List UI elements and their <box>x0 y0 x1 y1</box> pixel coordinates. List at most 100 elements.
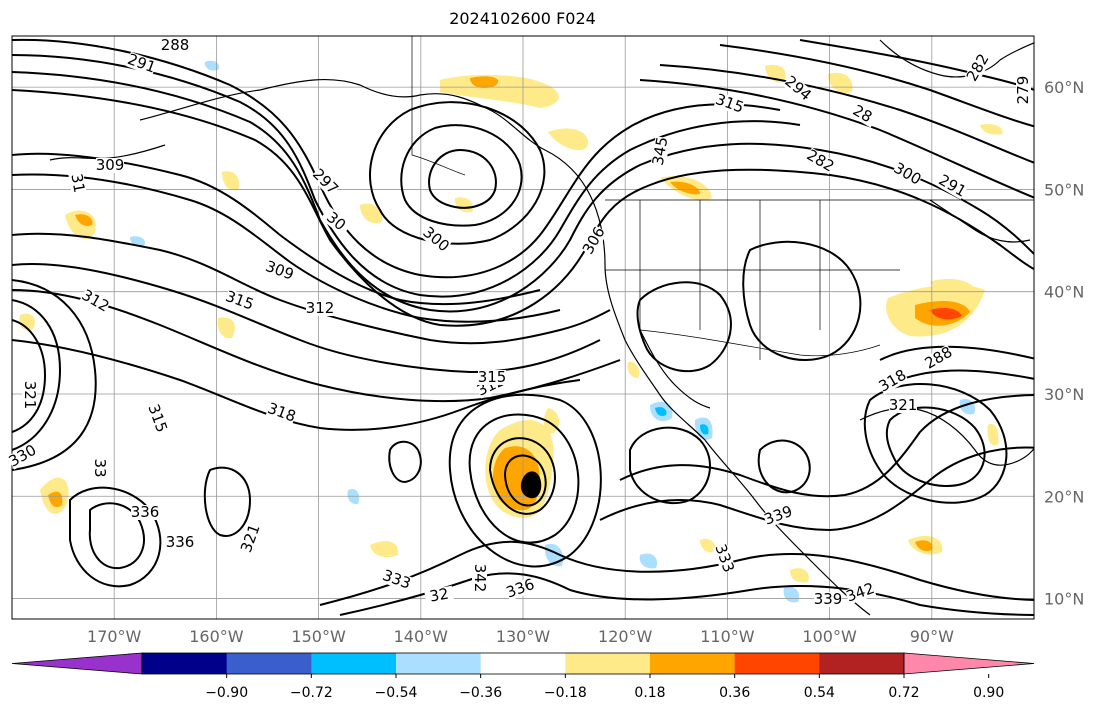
contour-label: 31 <box>67 168 88 199</box>
contour-label: 321 <box>21 381 39 410</box>
contour-label-bg <box>125 51 158 76</box>
contour-line <box>12 173 561 323</box>
colorbar-segment <box>650 653 736 674</box>
contour-label-bg <box>166 535 194 550</box>
negative-shading <box>655 407 667 417</box>
contour-label-text: 288 <box>161 36 190 54</box>
contour-label-bg <box>6 442 39 470</box>
contour-label: 33 <box>91 454 109 482</box>
positive-shading <box>470 76 499 88</box>
contour-line <box>885 406 986 487</box>
contour-label: 336 <box>166 533 195 551</box>
latitude-tick-label: 20°N <box>1044 487 1084 506</box>
contour-line <box>369 101 546 245</box>
colorbar-tick-label: −0.54 <box>375 685 418 701</box>
contour-label-text: 315 <box>478 368 507 386</box>
colorbar-tick-label: 0.54 <box>804 685 835 701</box>
latitude-tick-label: 30°N <box>1044 385 1084 404</box>
contour-line <box>88 502 145 570</box>
contour-line <box>12 319 47 433</box>
contour-label-bg <box>263 258 296 283</box>
contour-label-bg <box>424 585 455 606</box>
latitude-ticks: 60°N 50°N 40°N 30°N 20°N 10°N <box>1044 78 1084 608</box>
contour-label-bg <box>504 576 537 601</box>
contour-label: 312 <box>306 299 335 317</box>
colorbar-frame <box>141 652 905 675</box>
contour-line <box>659 64 1034 164</box>
contour-label-bg <box>380 567 413 592</box>
contour-label-bg <box>420 224 452 255</box>
contour-label-text: 342 <box>471 564 489 593</box>
coastline <box>929 199 1031 243</box>
longitude-tick-label: 110°W <box>700 627 755 646</box>
colorbar-segment <box>142 653 228 674</box>
contour-label-bg <box>762 503 795 528</box>
contour-label-bg <box>936 172 969 200</box>
contour-label-text: 339 <box>814 590 843 608</box>
contour-label-bg <box>223 288 256 313</box>
positive-shading <box>222 171 240 191</box>
contour-line <box>12 279 97 471</box>
colorbar-segment <box>226 653 312 674</box>
positive-shading <box>217 317 235 339</box>
contour-label-text: 309 <box>96 156 125 174</box>
positive-shading <box>360 203 383 224</box>
longitude-tick-label: 120°W <box>598 627 653 646</box>
positive-shading <box>370 541 399 558</box>
map-frame <box>11 35 1035 620</box>
contour-label-bg <box>96 158 124 173</box>
colorbar-tick-label: 0.18 <box>634 685 665 701</box>
longitude-ticks: 170°W 160°W 150°W 140°W 130°W 120°W 110°W 100°W… <box>87 627 954 646</box>
longitude-tick-label: 170°W <box>87 627 142 646</box>
graticule <box>12 36 1034 619</box>
contour-line <box>899 369 1034 381</box>
contour-line <box>503 454 547 507</box>
colorbar-tick-label: 0.72 <box>888 685 919 701</box>
negative-shading <box>204 60 220 71</box>
positive-shading <box>930 278 978 301</box>
negative-shading <box>639 553 658 569</box>
contour-line <box>69 486 162 588</box>
colorbar-tick-label: 0.90 <box>973 685 1004 701</box>
colorbar-tick-label: −0.36 <box>459 685 502 701</box>
borders <box>411 36 1034 360</box>
positive-shading <box>915 540 933 552</box>
contour-label-bg <box>876 367 909 395</box>
contour-label-text: 279 <box>1014 76 1032 105</box>
positive-shading <box>627 361 640 378</box>
contour-line <box>339 572 1034 616</box>
contour-label-text: 32 <box>428 585 450 606</box>
longitude-tick-label: 140°W <box>394 627 449 646</box>
colorbar-extend-high <box>903 652 1035 675</box>
longitude-tick-label: 130°W <box>496 627 551 646</box>
contour-label: 309 <box>96 156 125 174</box>
colorbar-tick-label: 0.36 <box>719 685 750 701</box>
contour-label-bg <box>846 100 879 128</box>
positive-shading <box>670 181 700 195</box>
colorbar: −0.90 −0.72 −0.54 −0.36 −0.18 0.18 0.36 0.54 0.7… <box>11 652 1035 701</box>
contour-label-bg <box>1016 76 1031 104</box>
contour-label-bg <box>814 592 842 607</box>
longitude-tick-label: 150°W <box>291 627 346 646</box>
contour-line <box>12 89 1034 327</box>
contour-line <box>203 466 252 537</box>
contour-line <box>448 393 602 568</box>
contour-line <box>488 437 556 515</box>
contour-line <box>757 439 811 494</box>
contour-label-text: 312 <box>306 299 335 317</box>
border <box>411 36 466 176</box>
positive-shading <box>790 568 809 583</box>
longitude-tick-label: 160°W <box>189 627 244 646</box>
contour-label: 279 <box>1014 76 1032 105</box>
contour-label-bg <box>478 370 506 385</box>
latitude-tick-label: 40°N <box>1044 283 1084 302</box>
contour-line <box>719 44 1034 128</box>
coastline <box>639 329 711 409</box>
contour-line <box>12 54 801 298</box>
contour-line <box>619 394 1034 498</box>
contour-label-bg <box>92 454 107 482</box>
contour-label-bg <box>265 400 298 425</box>
positive-shading <box>440 74 559 108</box>
contour-label-text: 336 <box>131 503 160 521</box>
